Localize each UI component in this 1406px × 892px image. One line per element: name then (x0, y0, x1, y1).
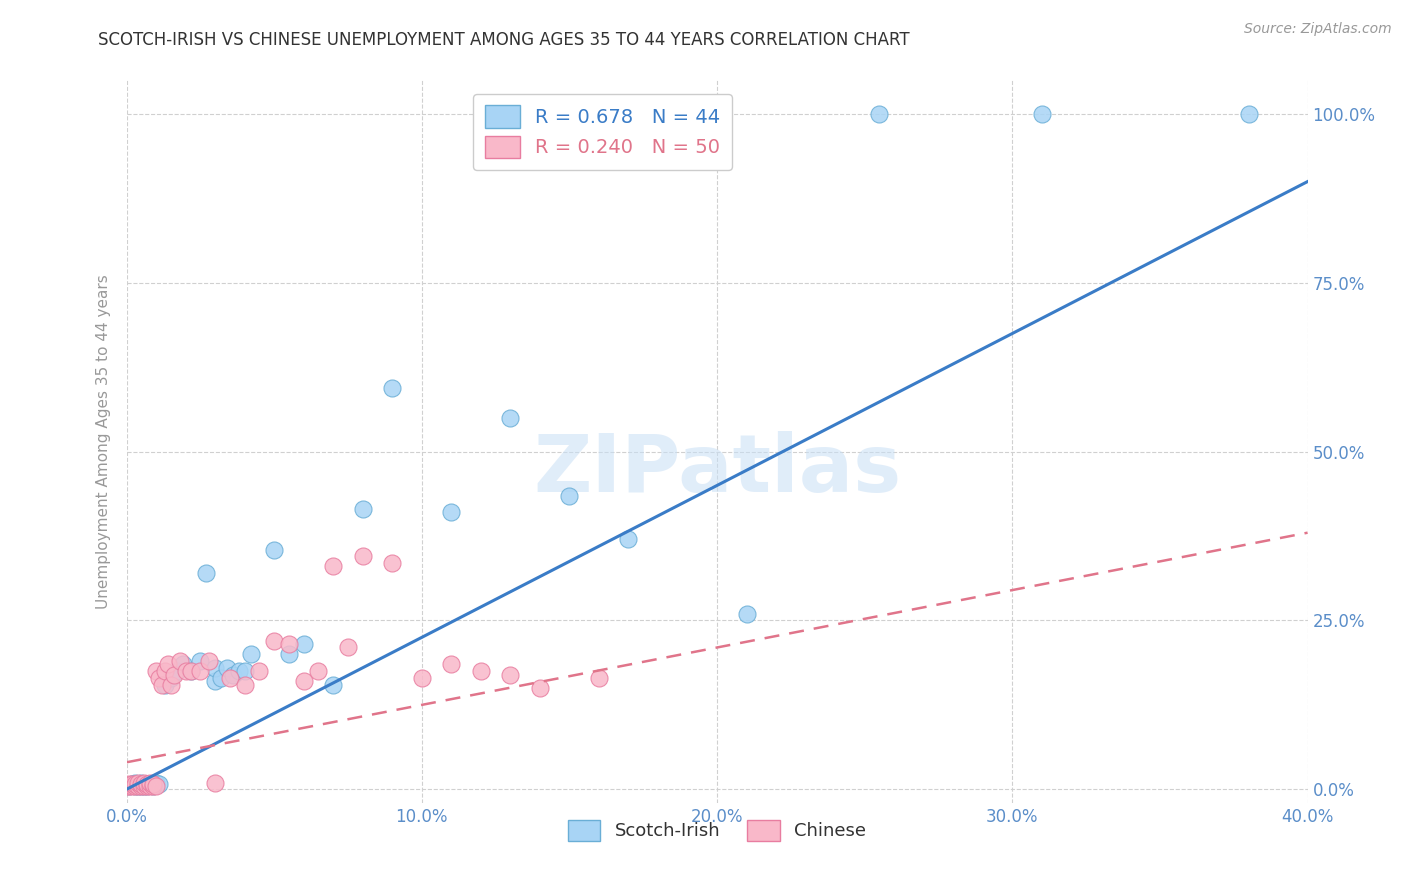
Point (735, 607, 758, 621)
Point (352, 502, 374, 516)
Point (308, 664, 330, 678)
Point (352, 549, 374, 564)
Point (322, 559, 344, 574)
Point (150, 678, 173, 692)
Point (174, 664, 197, 678)
Point (124, 779, 146, 793)
Point (440, 657, 463, 672)
Point (222, 667, 245, 681)
Point (233, 678, 256, 692)
Text: ZIPatlas: ZIPatlas (533, 432, 901, 509)
Point (278, 647, 301, 661)
Point (121, 779, 143, 793)
Point (142, 779, 165, 793)
Point (381, 380, 404, 394)
Point (129, 775, 153, 789)
Point (127, 777, 149, 791)
Point (239, 647, 262, 661)
Point (278, 637, 301, 651)
Point (499, 411, 522, 425)
Point (249, 664, 271, 678)
Point (263, 542, 285, 557)
Point (470, 664, 492, 678)
Point (136, 777, 159, 791)
Point (292, 674, 315, 689)
Point (139, 775, 162, 789)
Point (219, 671, 242, 685)
Point (169, 654, 191, 668)
Point (118, 779, 141, 793)
Point (124, 775, 146, 789)
Point (145, 664, 167, 678)
Point (127, 779, 149, 793)
Point (134, 777, 156, 791)
Point (381, 556, 404, 570)
Point (499, 667, 522, 681)
Point (134, 779, 156, 793)
Point (180, 664, 202, 678)
Point (228, 664, 250, 678)
Point (558, 489, 581, 503)
Point (163, 667, 186, 681)
Point (1031, 107, 1053, 121)
Point (124, 779, 146, 793)
Point (440, 505, 463, 519)
Point (139, 779, 162, 793)
Point (136, 779, 159, 793)
Point (209, 671, 232, 685)
Point (204, 674, 226, 689)
Point (139, 777, 162, 791)
Point (322, 678, 344, 692)
Y-axis label: Unemployment Among Ages 35 to 44 years: Unemployment Among Ages 35 to 44 years (96, 274, 111, 609)
Point (121, 777, 143, 791)
Point (142, 779, 165, 793)
Point (263, 633, 285, 648)
Point (1237, 107, 1260, 121)
Point (337, 640, 360, 655)
Point (153, 678, 176, 692)
Point (148, 671, 170, 685)
Point (134, 775, 156, 789)
Point (115, 779, 138, 793)
Point (118, 777, 141, 791)
Point (160, 671, 183, 685)
Point (160, 678, 183, 692)
Point (188, 654, 212, 668)
Point (411, 671, 433, 685)
Point (127, 775, 149, 789)
Point (134, 779, 156, 793)
Point (129, 779, 153, 793)
Point (180, 664, 202, 678)
Point (529, 681, 551, 695)
Point (129, 779, 153, 793)
Point (198, 654, 221, 668)
Point (127, 779, 149, 793)
Point (142, 777, 165, 791)
Point (204, 661, 226, 675)
Point (617, 533, 640, 547)
Point (166, 664, 188, 678)
Point (121, 777, 143, 791)
Point (588, 671, 610, 685)
Point (129, 777, 153, 791)
Point (869, 107, 891, 121)
Point (195, 566, 218, 581)
Text: Source: ZipAtlas.com: Source: ZipAtlas.com (1244, 22, 1392, 37)
Point (148, 777, 170, 791)
Point (233, 664, 256, 678)
Point (172, 657, 194, 672)
Text: SCOTCH-IRISH VS CHINESE UNEMPLOYMENT AMONG AGES 35 TO 44 YEARS CORRELATION CHART: SCOTCH-IRISH VS CHINESE UNEMPLOYMENT AMO… (98, 31, 910, 49)
Point (292, 637, 315, 651)
Point (153, 664, 176, 678)
Point (156, 657, 179, 672)
Point (118, 779, 141, 793)
Point (145, 779, 167, 793)
Point (145, 775, 167, 789)
Legend: Scotch-Irish, Chinese: Scotch-Irish, Chinese (561, 813, 873, 848)
Point (188, 664, 212, 678)
Point (136, 779, 159, 793)
Point (204, 775, 226, 789)
Point (215, 661, 238, 675)
Point (124, 777, 146, 791)
